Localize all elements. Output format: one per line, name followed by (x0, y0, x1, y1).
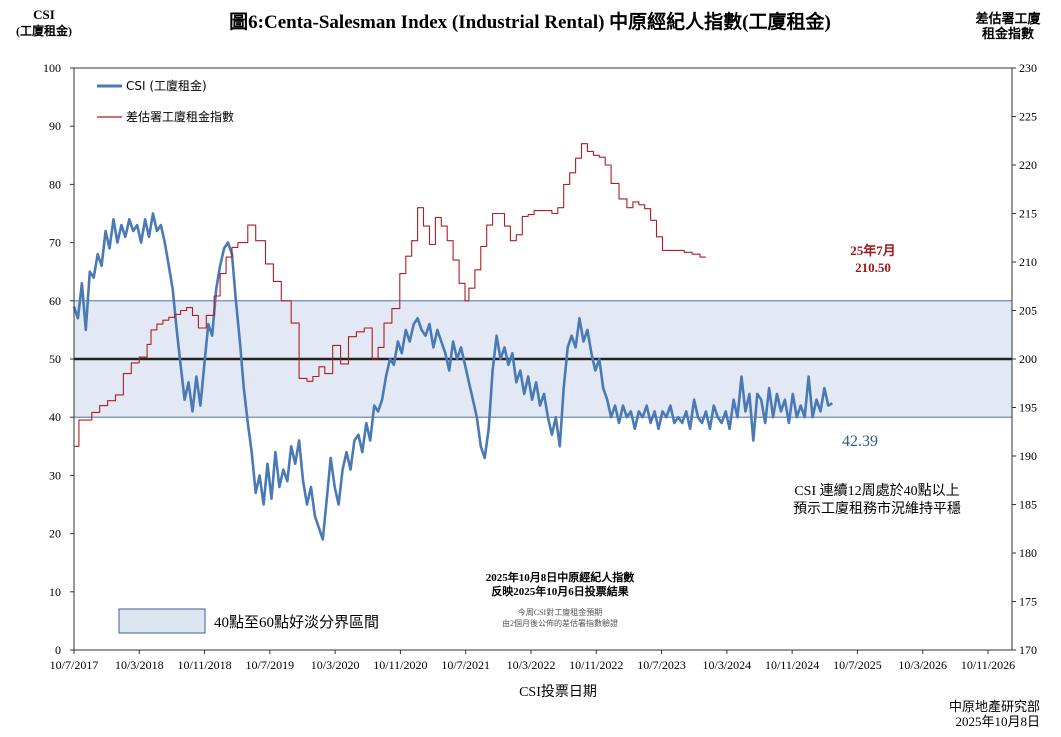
x-tick-label: 10/11/2024 (765, 658, 819, 672)
right-tick-label: 210 (1019, 255, 1037, 269)
right-tick-label: 220 (1019, 158, 1037, 172)
x-tick-label: 10/3/2022 (507, 658, 556, 672)
right-tick-label: 180 (1019, 546, 1037, 560)
x-tick-label: 10/7/2025 (833, 658, 882, 672)
left-tick-label: 40 (49, 410, 61, 424)
x-tick-label: 10/11/2020 (373, 658, 427, 672)
right-tick-label: 175 (1019, 595, 1037, 609)
right-tick-label: 190 (1019, 449, 1037, 463)
left-tick-label: 80 (49, 177, 61, 191)
last-csi-value: 42.39 (842, 433, 878, 450)
x-tick-label: 10/7/2017 (50, 658, 99, 672)
left-tick-label: 60 (49, 294, 61, 308)
last-rental-label: 25年7月 (850, 243, 896, 258)
comment-line2: 預示工廈租務市況維持平穩 (793, 500, 961, 517)
chart-title: 圖6:Centa-Salesman Index (Industrial Rent… (229, 10, 831, 33)
left-tick-label: 30 (49, 468, 61, 482)
right-axis-label-line1: 差估署工廈 (975, 11, 1041, 26)
right-tick-label: 200 (1019, 352, 1037, 366)
x-tick-label: 10/11/2018 (177, 658, 231, 672)
x-tick-label: 10/7/2021 (441, 658, 490, 672)
csi-series-line (72, 212, 833, 541)
survey-line1: 2025年10月8日中原經紀人指數 (486, 570, 635, 584)
left-tick-label: 70 (49, 236, 61, 250)
right-tick-label: 225 (1019, 110, 1037, 124)
rental-index-series-line (74, 143, 706, 447)
right-tick-label: 230 (1019, 61, 1037, 75)
x-axis-title: CSI投票日期 (519, 684, 597, 700)
x-tick-label: 10/3/2018 (115, 658, 164, 672)
last-rental-value: 210.50 (855, 260, 891, 275)
right-tick-label: 205 (1019, 304, 1037, 318)
x-tick-label: 10/11/2026 (961, 658, 1015, 672)
left-tick-label: 0 (55, 643, 61, 657)
x-tick-label: 10/7/2019 (246, 658, 295, 672)
left-tick-label: 10 (49, 585, 61, 599)
note-line2: 由2個月後公佈的差估署指數驗證 (502, 618, 618, 628)
footer-date: 2025年10月8日 (955, 714, 1040, 729)
band-legend-label: 40點至60點好淡分界區間 (214, 614, 379, 631)
right-tick-label: 170 (1019, 643, 1037, 657)
note-line1: 今周CSI對工廈租金預期 (518, 607, 602, 617)
right-axis-label-line2: 租金指數 (982, 26, 1034, 41)
x-tick-label: 10/3/2026 (898, 658, 947, 672)
left-tick-label: 90 (49, 119, 61, 133)
x-tick-label: 10/3/2020 (311, 658, 360, 672)
legend-csi-label: CSI (工廈租金) (126, 78, 207, 93)
right-tick-label: 185 (1019, 498, 1037, 512)
left-tick-label: 100 (43, 61, 61, 75)
footer-source: 中原地產研究部 (949, 699, 1040, 714)
left-tick-label: 20 (49, 527, 61, 541)
x-tick-label: 10/11/2022 (569, 658, 623, 672)
right-tick-label: 195 (1019, 401, 1037, 415)
legend-rental-label: 差估署工廈租金指數 (126, 109, 234, 124)
left-axis-label-line2: (工廈租金) (16, 23, 72, 38)
left-tick-label: 50 (49, 352, 61, 366)
survey-line2: 反映2025年10月6日投票結果 (491, 584, 629, 598)
right-tick-label: 215 (1019, 207, 1037, 221)
comment-line1: CSI 連續12周處於40點以上 (794, 483, 959, 499)
band-legend-swatch (118, 608, 206, 634)
x-tick-label: 10/3/2024 (703, 658, 752, 672)
x-tick-label: 10/7/2023 (637, 658, 686, 672)
left-axis-label-line1: CSI (33, 7, 55, 22)
